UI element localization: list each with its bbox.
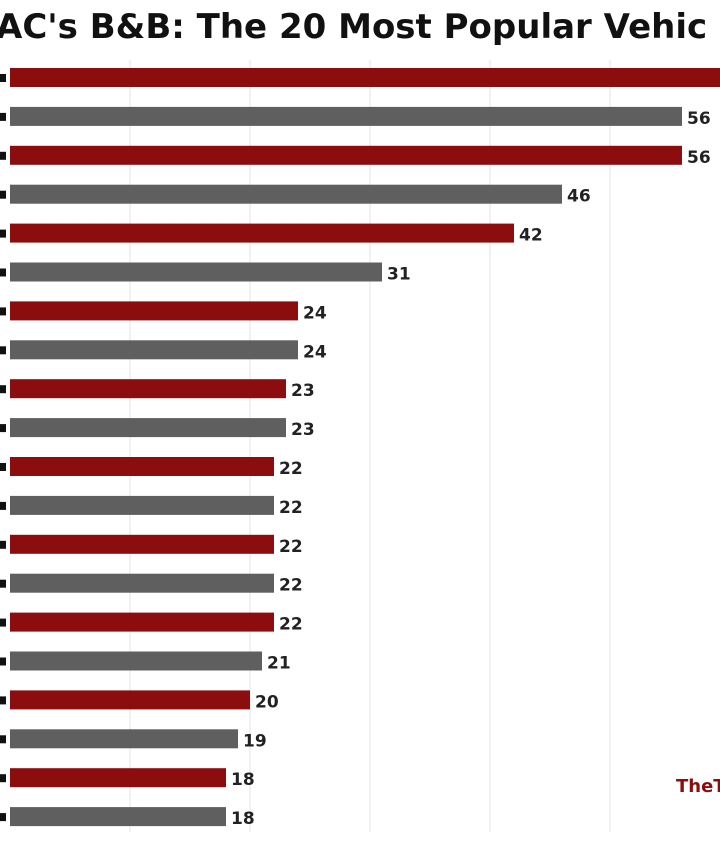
bar <box>10 457 274 476</box>
value-label: 22 <box>279 537 303 557</box>
category-tick-label <box>0 385 6 394</box>
bar <box>10 262 382 282</box>
value-label: 46 <box>567 187 591 207</box>
bar <box>10 534 274 554</box>
value-label: 56 <box>687 148 711 168</box>
value-label: 23 <box>291 381 315 401</box>
category-tick-label <box>0 268 6 277</box>
category-tick-label <box>0 735 6 744</box>
bar <box>10 379 286 399</box>
category-tick-label <box>0 618 6 627</box>
bar <box>10 223 514 243</box>
category-tick-label <box>0 307 6 316</box>
category-tick-label <box>0 501 6 510</box>
bar <box>10 729 238 749</box>
value-labels: 56 56 46 42 31 24 24 23 23 22 22 22 22 22 21 20 19 18 18 <box>231 109 711 829</box>
category-tick-label <box>0 696 6 705</box>
bars <box>0 68 720 827</box>
value-label: 22 <box>279 498 303 518</box>
value-label: 42 <box>519 226 543 246</box>
value-label: 31 <box>387 265 411 285</box>
bar <box>10 495 274 515</box>
category-tick-label <box>0 112 6 121</box>
bar <box>10 106 682 126</box>
bar <box>10 145 682 165</box>
value-label: 22 <box>279 576 303 596</box>
category-tick-label <box>0 190 6 199</box>
category-tick-label <box>0 540 6 549</box>
bar <box>10 340 298 360</box>
category-tick-label <box>0 229 6 238</box>
value-label: 22 <box>279 459 303 479</box>
category-tick-label <box>0 151 6 160</box>
category-tick-label <box>0 813 6 822</box>
category-tick-label <box>0 463 6 471</box>
value-label: 18 <box>231 770 255 790</box>
bar <box>10 768 226 788</box>
bar <box>10 807 226 827</box>
category-tick-label <box>0 657 6 666</box>
bar <box>10 573 274 593</box>
category-tick-label <box>0 774 6 783</box>
grid-lines <box>129 60 611 832</box>
bar <box>10 301 298 321</box>
value-label: 20 <box>255 692 279 712</box>
value-label: 24 <box>303 303 327 323</box>
bar <box>10 418 286 438</box>
value-label: 19 <box>243 731 267 751</box>
bar <box>10 690 250 710</box>
bar <box>10 612 274 632</box>
value-label: 56 <box>687 109 711 129</box>
bar <box>10 184 562 204</box>
category-tick-label <box>0 424 6 433</box>
chart-title: AC's B&B: The 20 Most Popular Vehic <box>0 7 707 47</box>
source-credit: TheT <box>676 776 720 797</box>
value-label: 18 <box>231 809 255 829</box>
bar <box>10 651 262 671</box>
value-label: 21 <box>267 654 291 674</box>
category-tick-label <box>0 579 6 588</box>
category-tick-label <box>0 346 6 355</box>
value-label: 24 <box>303 342 327 362</box>
category-tick-label <box>0 74 6 82</box>
bar <box>10 68 720 87</box>
value-label: 23 <box>291 420 315 440</box>
value-label: 22 <box>279 615 303 635</box>
